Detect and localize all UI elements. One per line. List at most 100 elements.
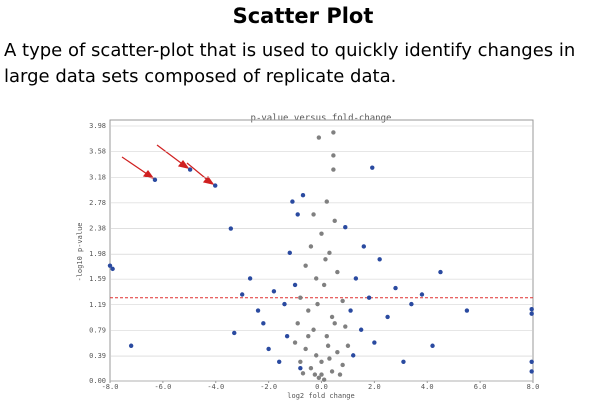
point — [370, 165, 375, 170]
point — [306, 308, 311, 313]
x-tick-label: 8.0 — [527, 383, 540, 391]
point — [311, 212, 316, 217]
x-axis-label: log2 fold change — [287, 392, 354, 400]
point — [315, 301, 320, 307]
point — [430, 343, 435, 348]
point — [327, 356, 332, 361]
arrow — [156, 144, 186, 167]
point — [284, 333, 290, 339]
point — [321, 282, 327, 288]
point — [316, 135, 322, 140]
description-line: A type of scatter-plot that is used to q… — [4, 40, 576, 61]
point — [314, 276, 319, 281]
point — [331, 167, 336, 172]
arrow — [121, 156, 151, 177]
point — [377, 257, 382, 262]
point — [107, 263, 113, 268]
point — [335, 349, 340, 355]
point — [464, 308, 470, 313]
point — [323, 257, 328, 262]
point — [351, 353, 356, 358]
point — [321, 377, 327, 382]
chart-title: p-value versus fold-change — [251, 114, 392, 124]
point — [332, 218, 337, 224]
point — [348, 308, 353, 313]
point — [128, 343, 134, 348]
point — [314, 353, 319, 358]
point — [303, 263, 308, 268]
point — [332, 321, 337, 326]
point — [372, 340, 377, 345]
y-tick-label: 2.78 — [89, 199, 106, 207]
point — [255, 308, 261, 313]
x-tick-label: -4.0 — [207, 383, 224, 391]
y-tick-label: 0.79 — [89, 326, 106, 334]
x-tick-label: 0.0 — [315, 383, 328, 391]
y-tick-label: 1.19 — [89, 301, 106, 309]
point — [325, 343, 331, 348]
point — [287, 250, 292, 256]
plot-area — [109, 119, 534, 382]
y-axis-label: -log10 p-value — [76, 222, 84, 281]
point — [228, 226, 234, 231]
point — [319, 372, 324, 377]
point — [308, 365, 314, 371]
point — [292, 340, 298, 345]
x-tick-label: 2.0 — [368, 383, 381, 391]
point — [292, 282, 298, 288]
point — [319, 359, 324, 364]
x-tick-label: -6.0 — [154, 383, 171, 391]
point — [324, 333, 329, 339]
y-tick-label: 3.58 — [89, 148, 106, 156]
point — [343, 225, 348, 230]
y-tick-label: 1.59 — [89, 275, 106, 283]
x-tick-label: -8.0 — [102, 383, 119, 391]
point — [261, 321, 266, 326]
point — [247, 276, 253, 281]
point — [331, 130, 336, 135]
point — [529, 311, 534, 316]
point — [298, 359, 303, 364]
point — [324, 199, 329, 204]
point — [213, 183, 218, 188]
point — [329, 369, 335, 374]
point — [239, 292, 245, 297]
point — [345, 343, 351, 348]
point — [308, 244, 314, 249]
x-tick-label: 6.0 — [474, 383, 487, 391]
y-tick-label: 0.00 — [89, 377, 106, 385]
x-tick-label: 4.0 — [421, 383, 434, 391]
point — [312, 372, 318, 377]
arrow-head — [177, 160, 190, 169]
point — [337, 372, 343, 377]
point — [529, 359, 534, 364]
point — [300, 192, 306, 198]
arrow-head — [202, 176, 215, 185]
point — [361, 244, 366, 249]
point — [327, 250, 332, 256]
point — [353, 276, 359, 281]
point — [419, 292, 425, 297]
point — [187, 167, 193, 172]
point — [110, 266, 115, 272]
point — [290, 199, 295, 204]
point — [298, 295, 303, 300]
point — [298, 365, 303, 371]
point — [295, 321, 300, 326]
y-tick-label: 0.39 — [89, 352, 106, 360]
slide-title: Scatter Plot — [232, 4, 374, 28]
y-tick-label: 3.98 — [89, 122, 106, 130]
point — [152, 177, 158, 183]
point — [340, 362, 345, 368]
point — [335, 269, 340, 275]
point — [303, 346, 308, 352]
point — [316, 375, 322, 380]
annotation-arrows — [121, 144, 215, 185]
y-tick-label: 3.18 — [89, 173, 106, 181]
point — [401, 359, 406, 364]
y-tick-label: 1.98 — [89, 250, 106, 258]
x-tick-label: -2.0 — [260, 383, 277, 391]
point — [393, 285, 398, 291]
